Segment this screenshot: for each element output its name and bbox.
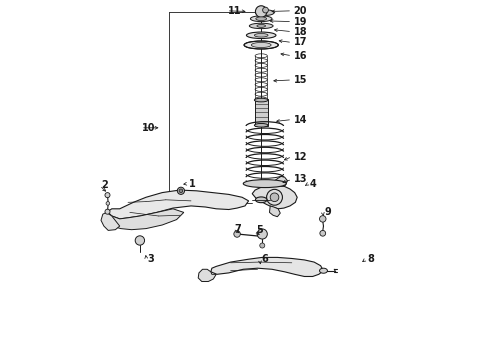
Text: 15: 15 [294, 75, 307, 85]
Text: 8: 8 [368, 254, 374, 264]
Ellipse shape [251, 42, 271, 48]
Circle shape [263, 7, 269, 13]
Text: 13: 13 [294, 174, 307, 184]
Circle shape [320, 230, 326, 236]
Circle shape [270, 193, 279, 202]
Text: 14: 14 [294, 114, 307, 125]
Polygon shape [252, 184, 297, 209]
Ellipse shape [254, 98, 268, 102]
Ellipse shape [249, 23, 273, 28]
Ellipse shape [243, 180, 286, 188]
Polygon shape [107, 190, 248, 219]
Text: 11: 11 [228, 6, 242, 16]
Ellipse shape [244, 41, 278, 49]
Text: 9: 9 [324, 207, 331, 217]
Text: 16: 16 [294, 51, 307, 61]
Ellipse shape [254, 123, 268, 127]
Circle shape [234, 231, 240, 237]
Polygon shape [101, 212, 120, 230]
Polygon shape [270, 206, 280, 217]
Text: 10: 10 [143, 123, 156, 133]
Ellipse shape [257, 24, 266, 27]
Text: 19: 19 [294, 17, 307, 27]
Ellipse shape [246, 32, 276, 39]
Text: 7: 7 [234, 224, 241, 234]
Text: 5: 5 [256, 225, 263, 235]
Circle shape [177, 187, 185, 194]
Ellipse shape [254, 33, 268, 37]
Circle shape [319, 216, 326, 222]
Ellipse shape [319, 268, 327, 273]
Text: 2: 2 [101, 180, 108, 190]
Text: 4: 4 [310, 179, 317, 189]
Text: 20: 20 [294, 6, 307, 16]
Text: 17: 17 [294, 37, 307, 48]
Circle shape [135, 236, 145, 245]
Ellipse shape [136, 238, 144, 243]
Polygon shape [211, 257, 323, 276]
Circle shape [267, 189, 282, 205]
Circle shape [179, 189, 183, 193]
Text: 1: 1 [189, 179, 196, 189]
Polygon shape [106, 209, 184, 230]
Bar [255, 99, 268, 126]
Polygon shape [198, 269, 216, 282]
Circle shape [255, 6, 267, 17]
Text: 18: 18 [294, 27, 307, 37]
Ellipse shape [250, 16, 272, 22]
Text: 3: 3 [148, 254, 154, 264]
Text: 6: 6 [261, 254, 268, 264]
Ellipse shape [255, 10, 274, 15]
Polygon shape [272, 176, 288, 186]
Circle shape [106, 202, 110, 205]
Text: 12: 12 [294, 152, 307, 162]
Ellipse shape [255, 197, 267, 203]
Circle shape [105, 209, 110, 214]
Ellipse shape [256, 17, 267, 21]
Circle shape [105, 193, 110, 198]
Circle shape [257, 229, 268, 239]
Circle shape [260, 243, 265, 248]
